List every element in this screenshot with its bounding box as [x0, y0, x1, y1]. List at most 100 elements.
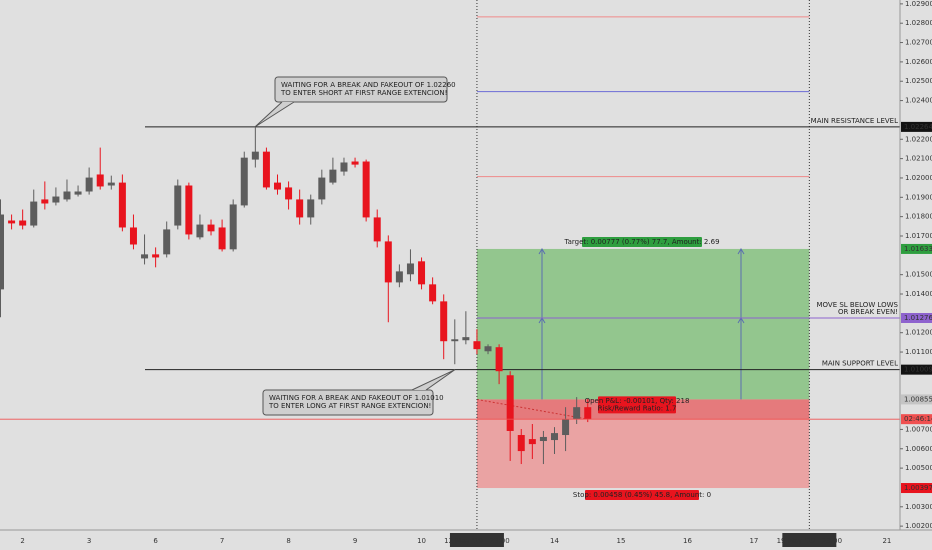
x-tick-label: 2: [20, 537, 24, 545]
x-tick-label: 8: [286, 537, 290, 545]
target-label: Target: 0.00777 (0.77%) 77.7, Amount: 2.…: [563, 238, 719, 246]
entry-price: 1.00855: [904, 395, 932, 403]
stop-label: Stop: 0.00458 (0.45%) 45.8, Amount: 0: [573, 491, 711, 499]
candle-body: [285, 187, 293, 200]
y-tick-label: 1.02700: [905, 39, 932, 47]
y-tick-label: 1.01200: [905, 329, 932, 337]
candle-body: [418, 261, 426, 285]
x-tick-label: 3: [87, 537, 91, 545]
target-zone: [476, 248, 810, 400]
callout-text: TO ENTER LONG AT FIRST RANGE EXTENCION!: [268, 402, 431, 410]
callout-box: [274, 76, 448, 103]
stop-label-bg: [585, 490, 699, 501]
candle-body: [262, 151, 270, 188]
candle-body: [495, 347, 503, 372]
y-tick-label: 1.02000: [905, 174, 932, 182]
y-tick-label: 1.02900: [905, 0, 932, 8]
time-highlight: [782, 533, 837, 547]
candle-body: [395, 271, 403, 283]
y-tick-label: 1.00200: [905, 522, 932, 530]
candle-body: [351, 161, 359, 165]
stop-price-bg: [901, 483, 932, 494]
y-tick-label: 1.00600: [905, 445, 932, 453]
candle-body: [384, 241, 392, 283]
candle-body: [484, 346, 492, 352]
y-tick-label: 1.00300: [905, 503, 932, 511]
candle-body: [185, 185, 193, 235]
candle-body: [551, 433, 558, 441]
candle-body: [584, 407, 592, 420]
candle-body: [429, 284, 437, 302]
arrow-head: [737, 247, 745, 255]
candle-body: [152, 254, 160, 258]
candle-body: [362, 161, 370, 218]
callout-text: WAITING FOR A BREAK AND FAKEOUT OF 1.010…: [269, 394, 444, 402]
candle-body: [517, 435, 525, 452]
target-label-bg: [582, 236, 702, 247]
callout-pointer: [254, 101, 295, 128]
callout-pointer: [411, 369, 456, 391]
candle-body: [41, 199, 49, 204]
entry-price-bg: [901, 394, 932, 405]
candle-body: [506, 375, 514, 431]
y-tick-label: 1.00500: [905, 464, 932, 472]
candle-body: [19, 220, 27, 226]
arrow-head: [538, 247, 546, 255]
y-tick-label: 1.01500: [905, 271, 932, 279]
candle-body: [52, 196, 60, 203]
candle-body: [528, 439, 536, 445]
x-tick-label: 16: [683, 537, 692, 545]
candle-body: [240, 157, 248, 206]
candle-body: [251, 151, 259, 160]
x-tick-label: 6: [153, 537, 158, 545]
callout-box: [262, 389, 434, 416]
y-tick-label: 1.02600: [905, 58, 932, 66]
candle-body: [30, 201, 38, 226]
candle-body: [63, 191, 71, 200]
candle-body: [340, 162, 348, 172]
candle-body: [406, 263, 414, 275]
callout-text: TO ENTER SHORT AT FIRST RANGE EXTENCION!: [280, 89, 447, 97]
candle-body: [562, 419, 570, 436]
candle-body: [74, 191, 82, 195]
pnl-label-bg: [598, 396, 676, 414]
candle-body: [174, 185, 182, 226]
candle-body: [229, 204, 237, 250]
candle-body: [462, 337, 470, 341]
y-tick-label: 1.01400: [905, 290, 932, 298]
pnl-label: Risk/Reward Ratio: 1.7: [598, 404, 677, 412]
pnl-line: [476, 398, 588, 420]
level-text: MAIN RESISTANCE LEVEL: [811, 117, 898, 125]
candle-body: [451, 339, 459, 342]
x-tick-label: 15: [617, 537, 626, 545]
level-text: MAIN SUPPORT LEVEL: [822, 360, 898, 368]
level-text: OR BREAK EVEN!: [838, 308, 898, 316]
level-price-bg: [901, 364, 932, 375]
countdown: 02:46:14: [904, 415, 932, 423]
candle-body: [196, 224, 204, 238]
pnl-label: Open P&L: -0.00101, Qty: 218: [585, 397, 690, 405]
candle-body: [163, 229, 171, 255]
countdown-bg: [901, 414, 932, 425]
candle-body: [96, 174, 104, 187]
x-tick-label: 9: [353, 537, 357, 545]
candle-body: [373, 217, 381, 242]
level-price: 1.01276: [904, 314, 932, 322]
level-price: 1.02264: [904, 123, 932, 131]
x-tick-label: 7: [220, 537, 224, 545]
candle-body: [473, 341, 481, 350]
x-tick-label: 12 May '19 23:00: [444, 537, 510, 545]
candle-body: [218, 227, 226, 250]
candle-body: [8, 220, 16, 224]
candle-body: [107, 182, 115, 186]
stop-price: 1.00397: [904, 484, 932, 492]
x-tick-label: 14: [550, 537, 559, 545]
y-tick-label: 1.01100: [905, 348, 932, 356]
candle-body: [318, 177, 326, 200]
level-price-bg: [901, 313, 932, 323]
candle-body: [141, 254, 149, 259]
y-tick-label: 1.02800: [905, 19, 932, 27]
level-price: 1.01009: [904, 366, 932, 374]
candle-body: [307, 199, 315, 218]
